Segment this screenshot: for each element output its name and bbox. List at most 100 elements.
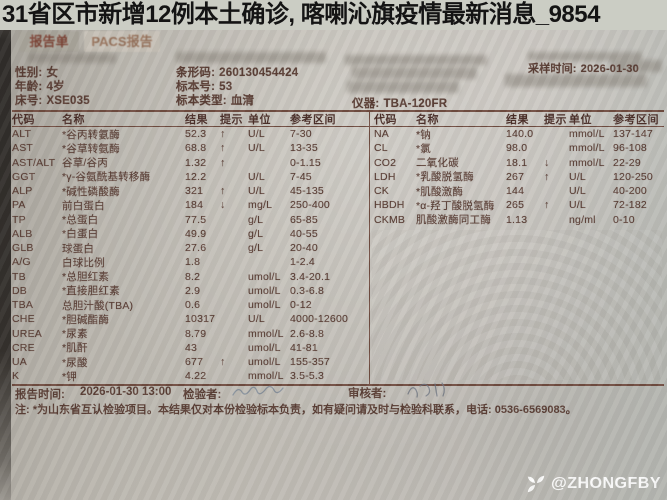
row-flag-arrow: ↑: [220, 156, 226, 169]
row-range: 0-12: [290, 299, 312, 312]
col-result: 结果: [506, 113, 529, 126]
field-age-label: 年龄:: [15, 81, 43, 93]
row-unit: umol/L: [248, 341, 281, 354]
row-result: 10317: [185, 313, 216, 326]
row-unit: U/L: [248, 128, 265, 141]
row-result: 27.6: [185, 242, 207, 255]
row-range: 40-200: [613, 185, 647, 198]
row-code: TP: [12, 213, 26, 226]
field-barcode-label: 条形码:: [176, 67, 216, 79]
row-result: 0.6: [185, 299, 201, 312]
field-instrument-label: 仪器:: [352, 98, 380, 110]
row-result: 184: [185, 199, 204, 212]
row-result: 77.5: [185, 213, 207, 226]
row-unit: mmol/L: [569, 128, 605, 141]
lab-row: CRE *肌酐 43 umol/L 41-81: [12, 341, 368, 355]
row-name: *乳酸脱氢酶: [416, 171, 474, 184]
row-range: 96-108: [613, 142, 647, 155]
row-name: *谷丙转氨酶: [62, 128, 120, 141]
row-name: *谷草转氨酶: [62, 142, 120, 155]
row-unit: mmol/L: [248, 327, 284, 340]
lab-row: CHE *胆碱酯酶 10317 U/L 4000-12600: [12, 312, 368, 326]
report-note: 注: *为山东省互认检验项目。本结果仅对本份检验标本负责，如有疑问请及时与检验科…: [15, 404, 577, 416]
field-sample-no-label: 标本号:: [176, 81, 216, 93]
lab-row: A/G 白球比例 1.8 1-2.4: [12, 255, 368, 269]
left-lab-table: ALT *谷丙转氨酶 52.3 ↑ U/L 7-30 AST *谷草转氨酶 68…: [12, 127, 368, 384]
row-result: 8.79: [185, 327, 207, 340]
lab-row: GGT *γ-谷氨酰基转移酶 12.2 U/L 7-45: [12, 170, 368, 184]
row-name: *总蛋白: [62, 214, 99, 227]
row-result: 1.8: [185, 256, 201, 269]
row-code: CRE: [12, 341, 35, 354]
tester-signature: [232, 385, 284, 396]
reviewer-label: 审核者:: [348, 388, 387, 400]
row-unit: g/L: [248, 227, 264, 240]
row-flag-arrow: ↑: [220, 356, 226, 369]
row-code: CO2: [374, 156, 397, 169]
row-unit: mg/L: [248, 199, 273, 212]
lab-row: TP *总蛋白 77.5 g/L 65-85: [12, 213, 368, 227]
row-result: 321: [185, 185, 204, 198]
row-result: 68.8: [185, 142, 207, 155]
table-center-divider: [369, 110, 371, 385]
row-range: 3.5-5.3: [290, 370, 325, 383]
row-result: 12.2: [185, 170, 207, 183]
row-code: AST: [12, 142, 34, 155]
row-flag-arrow: ↑: [220, 128, 226, 141]
row-code: K: [12, 370, 20, 383]
row-range: 72-182: [613, 199, 647, 212]
col-unit: 单位: [248, 113, 271, 126]
row-unit: ng/ml: [569, 213, 596, 226]
lab-row: ALP *碱性磷酸酶 321 ↑ U/L 45-135: [12, 184, 368, 198]
row-name: *胆碱酯酶: [62, 313, 110, 326]
row-result: 1.32: [185, 156, 207, 169]
row-name: 白球比例: [62, 256, 105, 269]
row-name: *氯: [416, 142, 431, 155]
lab-row: UA *尿酸 677 ↑ umol/L 155-357: [12, 355, 368, 369]
col-name: 名称: [416, 113, 439, 126]
row-unit: umol/L: [248, 284, 281, 297]
row-result: 2.9: [185, 284, 201, 297]
row-code: GLB: [12, 242, 34, 255]
row-code: A/G: [12, 256, 31, 269]
field-barcode: 条形码: 260130454424: [176, 64, 298, 80]
lab-row: K *钾 4.22 mmol/L 3.5-5.3: [12, 369, 368, 383]
row-unit: umol/L: [248, 299, 281, 312]
row-flag-arrow: ↓: [220, 199, 226, 212]
row-name: *钾: [62, 370, 77, 383]
right-lab-table: NA *钠 140.0 mmol/L 137-147 CL *氯 98.0 mm…: [374, 127, 666, 227]
tester-label: 检验者:: [183, 389, 222, 401]
col-range: 参考区间: [613, 113, 659, 126]
row-range: 137-147: [613, 128, 653, 141]
row-code: HBDH: [374, 199, 405, 212]
row-result: 8.2: [185, 270, 201, 283]
row-unit: mmol/L: [248, 370, 284, 383]
row-name: *γ-谷氨酰基转移酶: [62, 171, 151, 184]
col-range: 参考区间: [290, 113, 336, 126]
row-flag-arrow: ↑: [544, 170, 550, 183]
lab-row: LDH *乳酸脱氢酶 267 ↑ U/L 120-250: [374, 170, 666, 184]
table-top-border: [12, 110, 664, 112]
row-result: 144: [506, 185, 525, 198]
row-flag-arrow: ↓: [544, 156, 550, 169]
row-range: 45-135: [290, 185, 324, 198]
report-time-value: 2026-01-30 13:00: [80, 386, 172, 398]
field-sampling-time-value: 2026-01-30: [580, 63, 639, 75]
row-result: 49.9: [185, 227, 207, 240]
row-unit: U/L: [248, 142, 265, 155]
row-range: 41-81: [290, 341, 318, 354]
row-code: AST/ALT: [12, 156, 56, 169]
tab-report-sheet[interactable]: 报告单: [19, 31, 79, 52]
lab-row: CO2 二氧化碳 18.1 ↓ mmol/L 22-29: [374, 156, 666, 170]
row-code: TB: [12, 270, 26, 283]
row-unit: g/L: [248, 213, 264, 226]
row-code: ALB: [12, 227, 33, 240]
paper-watermark-pattern: [372, 230, 662, 380]
field-age-value: 4岁: [46, 81, 65, 93]
field-age: 年龄: 4岁: [15, 78, 65, 94]
tab-pacs-report[interactable]: PACS报告: [84, 31, 160, 52]
redacted-id-number: [176, 52, 326, 63]
col-flag: 提示: [544, 113, 567, 126]
redacted-department: [345, 55, 487, 65]
report-time-label: 报告时间:: [15, 389, 65, 401]
